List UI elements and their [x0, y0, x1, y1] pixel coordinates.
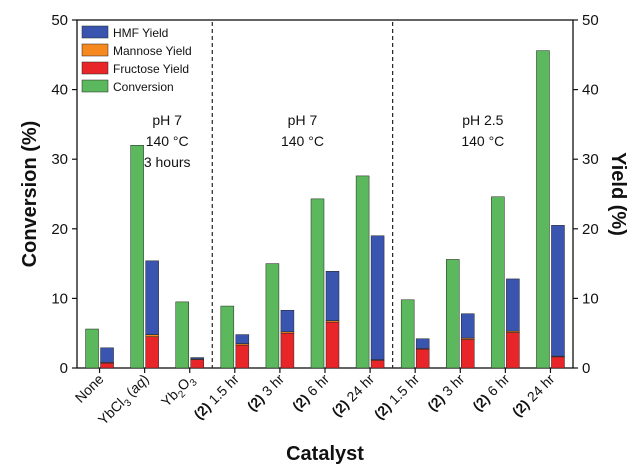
condition-annotation: 140 °C	[146, 133, 189, 149]
x-tick-label: (2) 24 hr	[509, 371, 558, 420]
legend-label: Conversion	[113, 80, 174, 94]
fructose-yield-bar	[461, 339, 474, 368]
hmf-yield-bar	[146, 261, 159, 335]
fructose-yield-bar	[281, 333, 294, 368]
conversion-bar	[491, 197, 504, 368]
conversion-bar	[266, 264, 279, 368]
condition-annotation: 140 °C	[461, 133, 504, 149]
fructose-yield-bar	[191, 360, 204, 368]
legend: HMF Yield Mannose Yield Fructose Yield Conv…	[82, 26, 192, 94]
conversion-bar	[86, 329, 99, 368]
fructose-yield-bar	[371, 360, 384, 368]
x-tick-label: None	[72, 371, 107, 406]
legend-swatch	[82, 62, 108, 74]
hmf-yield-bar	[506, 279, 519, 331]
fructose-yield-bar	[146, 337, 159, 368]
conversion-bar	[446, 259, 459, 368]
bars	[86, 51, 565, 368]
legend-swatch	[82, 44, 108, 56]
y-tick-label-left: 30	[51, 151, 68, 168]
hmf-yield-bar	[236, 335, 249, 344]
hmf-yield-bar	[101, 348, 114, 363]
hmf-yield-bar	[326, 271, 339, 320]
conversion-bar	[221, 306, 234, 368]
annotations: pH 7 140 °C 3 hours pH 7 140 °C pH 2.5 140 °C	[144, 112, 504, 170]
x-tick-label: (2) 3 hr	[424, 371, 467, 414]
hmf-yield-bar	[551, 225, 564, 356]
y-tick-label-right: 50	[582, 12, 599, 29]
y-tick-label-left: 40	[51, 82, 68, 99]
fructose-yield-bar	[326, 322, 339, 368]
legend-label: Mannose Yield	[113, 44, 192, 58]
condition-annotation: pH 2.5	[462, 112, 503, 128]
condition-annotation: pH 7	[152, 112, 182, 128]
hmf-yield-bar	[191, 358, 204, 359]
x-axis-title: Catalyst	[286, 443, 364, 465]
y-axis-title-right: Yield (%)	[607, 152, 629, 236]
conversion-bar	[536, 51, 549, 368]
condition-annotation: 140 °C	[281, 133, 324, 149]
y-axis-title-left: Conversion (%)	[19, 121, 41, 268]
fructose-yield-bar	[236, 345, 249, 368]
y-tick-label-left: 0	[60, 360, 68, 377]
fructose-yield-bar	[101, 363, 114, 368]
fructose-yield-bar	[416, 349, 429, 368]
x-tick-label: (2) 24 hr	[328, 371, 377, 420]
conversion-bar	[401, 300, 414, 368]
legend-swatch	[82, 80, 108, 92]
hmf-yield-bar	[461, 314, 474, 338]
conversion-bar	[356, 176, 369, 368]
y-tick-label-right: 10	[582, 290, 599, 307]
x-tick-label: Yb2O3	[158, 370, 200, 412]
legend-label: Fructose Yield	[113, 62, 189, 76]
y-tick-label-left: 50	[51, 12, 68, 29]
y-tick-label-right: 0	[582, 360, 590, 377]
conversion-bar	[131, 145, 144, 368]
hmf-yield-bar	[371, 236, 384, 360]
conversion-bar	[176, 302, 189, 368]
y-tick-label-right: 40	[582, 82, 599, 99]
y-tick-label-right: 30	[582, 151, 599, 168]
y-tick-label-left: 20	[51, 221, 68, 238]
fructose-yield-bar	[551, 357, 564, 368]
condition-annotation: 3 hours	[144, 154, 191, 170]
x-tick-label: (2) 6 hr	[289, 371, 332, 414]
x-tick-label: (2) 1.5 hr	[371, 371, 423, 423]
mannose-yield-bar	[146, 335, 159, 337]
hmf-yield-bar	[281, 310, 294, 332]
x-tick-label: (2) 3 hr	[244, 371, 287, 414]
hmf-yield-bar	[416, 339, 429, 349]
condition-annotation: pH 7	[288, 112, 318, 128]
y-tick-label-right: 20	[582, 221, 599, 238]
conversion-bar	[311, 199, 324, 368]
fructose-yield-bar	[506, 333, 519, 368]
legend-label: HMF Yield	[113, 26, 168, 40]
legend-swatch	[82, 26, 108, 38]
x-tick-label: (2) 1.5 hr	[190, 371, 242, 423]
x-tick-label: (2) 6 hr	[469, 371, 512, 414]
y-tick-label-left: 10	[51, 290, 68, 307]
